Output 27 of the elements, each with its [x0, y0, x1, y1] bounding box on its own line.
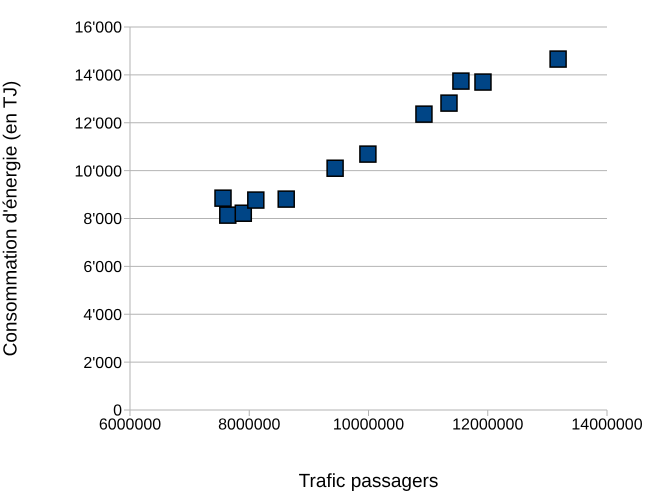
- y-axis-title: Consommation d'énergie (en TJ): [0, 80, 22, 356]
- y-tick-label: 14'000: [74, 68, 122, 85]
- point: [277, 190, 295, 208]
- point: [440, 94, 458, 112]
- x-tick-label: 12000000: [452, 416, 524, 434]
- y-tick-label: 10'000: [74, 163, 122, 180]
- y-tick-label: 4'000: [83, 306, 122, 324]
- point: [326, 159, 344, 177]
- x-axis-title: Trafic passagers: [298, 471, 438, 492]
- point: [219, 206, 237, 224]
- point: [234, 204, 252, 222]
- y-tick-label: 2'000: [83, 354, 122, 372]
- y-tick-label: 6'000: [83, 259, 122, 276]
- x-tick-label: 6000000: [98, 416, 162, 434]
- point: [214, 189, 232, 207]
- x-tick-label: 10000000: [332, 416, 404, 434]
- point: [474, 73, 492, 91]
- y-tick-label: 12'000: [74, 115, 122, 132]
- point: [247, 191, 265, 209]
- point: [452, 72, 470, 90]
- point: [415, 105, 433, 123]
- point: [359, 145, 377, 163]
- point: [549, 50, 567, 68]
- y-tick-label: 16'000: [74, 20, 122, 37]
- y-tick-label: 8'000: [83, 211, 122, 228]
- x-tick-label: 8000000: [218, 416, 280, 434]
- x-tick-label: 14000000: [571, 416, 643, 434]
